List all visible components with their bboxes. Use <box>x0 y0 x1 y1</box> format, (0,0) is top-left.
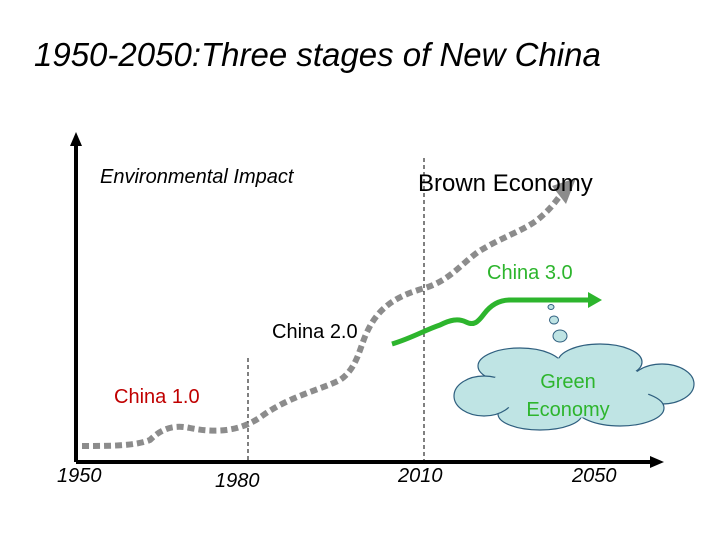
china-3-label: China 3.0 <box>487 262 573 284</box>
green-economy-label: Green Economy <box>526 371 610 421</box>
thought-bubble-medium <box>549 315 559 325</box>
y-axis-arrowhead <box>70 132 82 146</box>
x-tick-1950: 1950 <box>57 465 102 487</box>
y-axis-label: Environmental Impact <box>100 166 294 188</box>
thought-bubble-small <box>547 304 555 310</box>
x-axis-arrowhead <box>650 456 664 468</box>
x-tick-1980: 1980 <box>215 470 260 492</box>
x-tick-2050: 2050 <box>572 465 617 487</box>
brown-economy-arrowhead <box>552 178 576 204</box>
brown-economy-label: Brown Economy <box>418 170 593 197</box>
page-title: 1950-2050:Three stages of New China <box>34 36 601 73</box>
green-transition-path <box>391 297 588 347</box>
brown-economy-path <box>81 194 563 449</box>
china-1-label: China 1.0 <box>114 386 200 408</box>
thought-bubble-large <box>552 329 568 343</box>
green-transition-arrowhead <box>588 292 602 308</box>
x-tick-2010: 2010 <box>398 465 443 487</box>
china-2-label: China 2.0 <box>272 321 358 343</box>
green-economy-cloud <box>453 343 695 431</box>
